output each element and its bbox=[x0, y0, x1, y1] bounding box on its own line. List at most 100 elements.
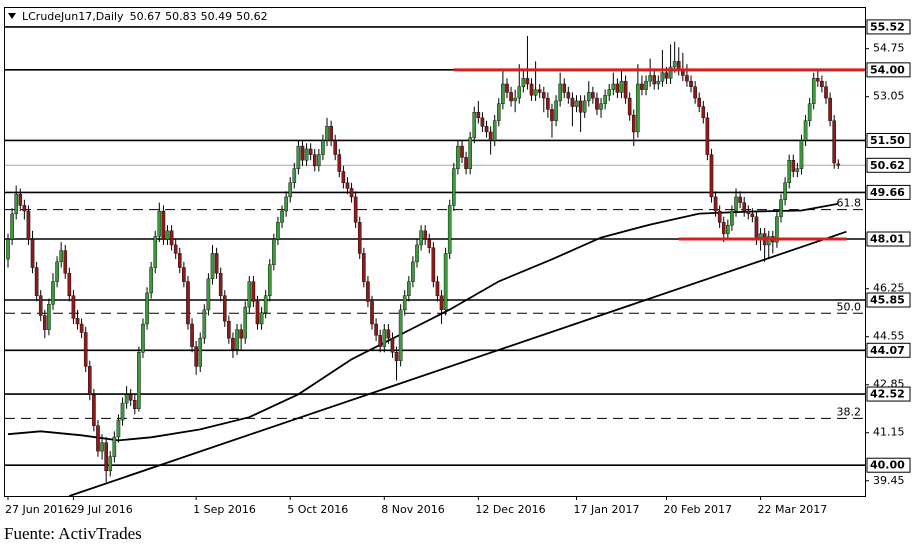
candle-body bbox=[67, 272, 72, 296]
candle-body bbox=[717, 210, 722, 223]
candle-body bbox=[570, 97, 575, 107]
candle-body bbox=[386, 329, 391, 339]
candle-body bbox=[157, 210, 162, 237]
fib-label: 38.2 bbox=[837, 405, 862, 418]
candle-body bbox=[599, 103, 603, 110]
candle-body bbox=[701, 106, 706, 119]
candle-body bbox=[419, 230, 423, 246]
candle-body bbox=[59, 250, 63, 263]
y-tick-label: 46.25 bbox=[873, 282, 905, 295]
candle-body bbox=[578, 100, 583, 113]
candle-body bbox=[484, 126, 489, 133]
candle-body bbox=[754, 216, 759, 240]
candle-body bbox=[415, 244, 419, 263]
candle-body bbox=[239, 329, 243, 339]
y-tick-label: 53.05 bbox=[873, 90, 905, 103]
candle-body bbox=[460, 145, 464, 158]
candle-body bbox=[87, 366, 92, 395]
candle-body bbox=[824, 86, 828, 99]
candle-body bbox=[726, 224, 730, 234]
candle-body bbox=[509, 92, 513, 102]
fib-label: 61.8 bbox=[837, 197, 862, 210]
candle-body bbox=[411, 261, 415, 282]
level-label-box bbox=[866, 184, 911, 200]
candle-body bbox=[276, 222, 280, 240]
x-tick-label: 12 Dec 2016 bbox=[475, 503, 545, 516]
candle-body bbox=[116, 419, 121, 438]
candle-body bbox=[92, 394, 96, 426]
candle-body bbox=[104, 442, 108, 472]
x-tick-label: 29 Jul 2016 bbox=[70, 503, 132, 516]
candle-body bbox=[636, 83, 640, 133]
candle-body bbox=[452, 168, 456, 206]
level-label: 55.52 bbox=[870, 20, 905, 33]
candle-body bbox=[501, 83, 505, 104]
candle-body bbox=[554, 100, 558, 121]
candle-body bbox=[263, 295, 268, 313]
level-label-box bbox=[866, 457, 911, 473]
candle-body bbox=[267, 264, 272, 296]
candle-body bbox=[558, 83, 562, 102]
candle-body bbox=[198, 337, 203, 367]
candle-body bbox=[362, 253, 366, 282]
candle-body bbox=[631, 114, 636, 133]
menu-arrow bbox=[8, 13, 16, 19]
candle-body bbox=[296, 145, 301, 169]
candle-body bbox=[664, 72, 669, 79]
candle-body bbox=[120, 402, 125, 421]
low-value: 50.49 bbox=[201, 10, 233, 23]
x-tick-label: 27 Jun 2016 bbox=[5, 503, 71, 516]
candle-body bbox=[402, 295, 407, 311]
candle-body bbox=[668, 66, 673, 79]
candle-body bbox=[779, 199, 783, 217]
candle-body bbox=[357, 222, 362, 254]
candle-body bbox=[210, 253, 215, 280]
candle-body bbox=[492, 120, 497, 141]
candle-body bbox=[464, 157, 468, 169]
candle-body bbox=[640, 83, 644, 90]
candle-body bbox=[582, 100, 587, 113]
candle-body bbox=[832, 120, 836, 164]
candle-body bbox=[186, 281, 190, 325]
candle-body bbox=[480, 117, 485, 127]
candle-body bbox=[476, 112, 481, 119]
candle-body bbox=[161, 210, 166, 240]
candle-body bbox=[366, 281, 370, 302]
candle-body bbox=[783, 182, 787, 200]
candle-body bbox=[529, 83, 534, 96]
level-label: 50.62 bbox=[870, 159, 905, 172]
level-label: 54.00 bbox=[870, 63, 905, 76]
candle-body bbox=[709, 154, 714, 198]
candle-body bbox=[202, 309, 207, 339]
candle-body bbox=[292, 168, 297, 184]
candle-body bbox=[321, 140, 325, 155]
candle-body bbox=[18, 193, 23, 206]
candle-body bbox=[541, 92, 546, 99]
candle-body bbox=[697, 97, 702, 107]
candle-body bbox=[227, 320, 231, 339]
candle-body bbox=[435, 281, 440, 296]
candle-body bbox=[83, 332, 88, 367]
y-tick-label: 54.75 bbox=[873, 42, 905, 55]
y-tick-label: 44.55 bbox=[873, 330, 905, 343]
candle-body bbox=[497, 103, 501, 121]
y-tick-label: 41.15 bbox=[873, 426, 905, 439]
candle-body bbox=[71, 295, 76, 319]
candle-body bbox=[108, 456, 113, 472]
candle-body bbox=[537, 89, 542, 93]
candle-body bbox=[439, 295, 444, 311]
candle-body bbox=[22, 205, 27, 212]
candle-body bbox=[124, 394, 129, 404]
candle-body bbox=[799, 140, 804, 169]
candle-body bbox=[816, 78, 820, 82]
candle-body bbox=[272, 239, 276, 265]
level-label: 51.50 bbox=[870, 134, 905, 147]
candle-body bbox=[468, 137, 472, 169]
candle-body bbox=[689, 80, 693, 87]
level-label-box bbox=[866, 157, 911, 173]
candle-body bbox=[280, 210, 284, 223]
candle-body bbox=[333, 140, 338, 155]
candle-body bbox=[550, 109, 554, 121]
candle-body bbox=[43, 315, 47, 330]
